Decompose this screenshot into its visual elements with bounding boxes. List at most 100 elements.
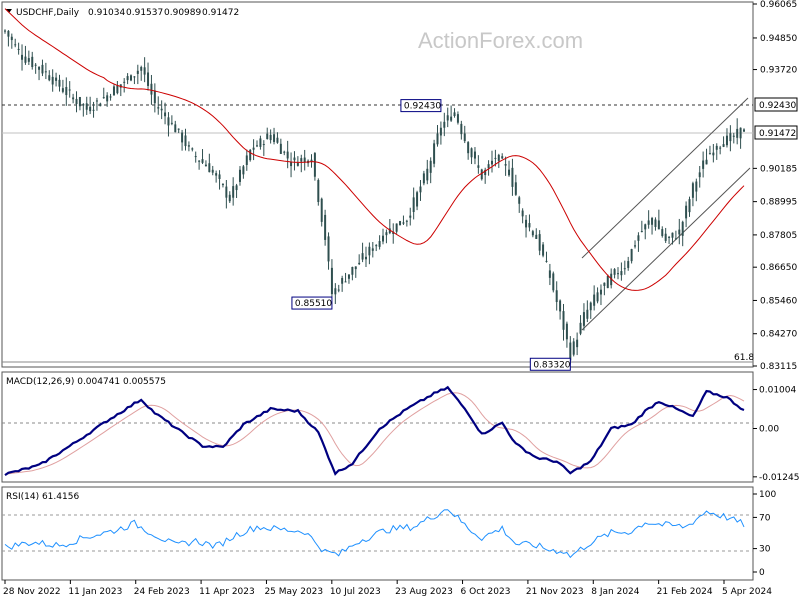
candle bbox=[477, 155, 480, 174]
candle-body bbox=[21, 54, 24, 60]
candle bbox=[358, 254, 361, 266]
candle bbox=[317, 178, 320, 206]
candle-body bbox=[65, 86, 68, 96]
candle-body bbox=[582, 312, 585, 326]
candle-body bbox=[341, 278, 344, 284]
candle bbox=[266, 127, 269, 140]
candle bbox=[106, 92, 109, 107]
candle-body bbox=[334, 288, 337, 295]
candle bbox=[307, 159, 310, 167]
candle bbox=[218, 170, 221, 190]
candle-body bbox=[256, 145, 259, 147]
candle-body bbox=[722, 144, 725, 147]
candle-body bbox=[528, 223, 531, 228]
candle bbox=[259, 135, 262, 150]
candle bbox=[467, 141, 470, 160]
candle bbox=[674, 230, 677, 240]
candle-body bbox=[732, 135, 735, 137]
candle-body bbox=[7, 30, 10, 37]
candle-body bbox=[654, 219, 657, 227]
candle-body bbox=[545, 260, 548, 262]
candle bbox=[712, 144, 715, 163]
candle-body bbox=[385, 232, 388, 236]
price-tick-label: 0.96065 bbox=[760, 0, 797, 10]
candle bbox=[620, 262, 623, 281]
candle bbox=[627, 256, 630, 271]
candle-body bbox=[477, 165, 480, 168]
candle-body bbox=[487, 164, 490, 169]
candle-body bbox=[130, 75, 133, 81]
candle bbox=[473, 147, 476, 165]
candle bbox=[555, 281, 558, 311]
candle-body bbox=[518, 197, 521, 204]
candle bbox=[95, 97, 98, 111]
candle bbox=[542, 242, 545, 258]
candle-body bbox=[38, 66, 41, 70]
candle-body bbox=[596, 292, 599, 302]
candle-body bbox=[463, 133, 466, 142]
candle-body bbox=[460, 123, 463, 135]
candle-body bbox=[712, 152, 715, 156]
resistance-price-tag-text: 0.92430 bbox=[759, 101, 796, 111]
candle-body bbox=[402, 222, 405, 224]
candle bbox=[102, 87, 105, 99]
candle bbox=[640, 220, 643, 233]
candle bbox=[436, 125, 439, 147]
candle-body bbox=[565, 323, 568, 340]
time-axis: 28 Nov 2022 11 Jan 2023 24 Feb 2023 11 Apr … bbox=[3, 580, 772, 597]
candle bbox=[429, 157, 432, 184]
candle bbox=[174, 120, 177, 133]
level-label-text: 0.92430 bbox=[404, 102, 441, 112]
dropdown-triangle-icon[interactable] bbox=[6, 9, 12, 13]
candle-body bbox=[344, 281, 347, 283]
candle-body bbox=[456, 114, 459, 123]
candle-body bbox=[501, 156, 504, 159]
candle-body bbox=[31, 56, 34, 68]
candle bbox=[603, 282, 606, 296]
candle bbox=[17, 42, 20, 55]
candle bbox=[330, 259, 333, 297]
candle bbox=[565, 321, 568, 348]
candle bbox=[630, 248, 633, 264]
candle-body bbox=[736, 128, 739, 138]
candle-body bbox=[504, 164, 507, 166]
level-label: 0.83320 bbox=[529, 357, 571, 371]
macd-tick-label: 0.01004 bbox=[759, 386, 796, 396]
candle bbox=[698, 165, 701, 188]
candle bbox=[399, 220, 402, 226]
candle bbox=[293, 151, 296, 171]
candle bbox=[647, 210, 650, 229]
candle bbox=[668, 235, 671, 244]
candle bbox=[215, 170, 218, 183]
current-price-tag-text: 0.91472 bbox=[759, 129, 796, 139]
time-tick-label: 25 May 2023 bbox=[264, 587, 323, 597]
candle-body bbox=[613, 269, 616, 275]
candle-body bbox=[194, 156, 197, 158]
rsi-line bbox=[4, 509, 745, 559]
rsi-tick-label: 0 bbox=[759, 568, 765, 578]
candle-body bbox=[44, 71, 47, 73]
candle bbox=[368, 242, 371, 265]
candle-body bbox=[116, 85, 119, 94]
price-tick-label: 0.83115 bbox=[760, 362, 797, 372]
candle bbox=[351, 266, 354, 281]
candle bbox=[153, 83, 156, 113]
candle-body bbox=[266, 133, 269, 140]
candle-body bbox=[296, 163, 299, 166]
candle bbox=[177, 128, 180, 134]
candle-body bbox=[453, 112, 456, 117]
candle bbox=[702, 151, 705, 178]
candle bbox=[72, 93, 75, 104]
candle bbox=[525, 215, 528, 238]
candle bbox=[661, 226, 664, 238]
candle bbox=[65, 77, 68, 106]
level-label-text: 0.85510 bbox=[295, 299, 332, 309]
candle-body bbox=[225, 186, 228, 198]
candle bbox=[463, 125, 466, 144]
candle bbox=[262, 140, 265, 156]
candle bbox=[528, 214, 531, 232]
candle bbox=[31, 51, 34, 70]
candle-body bbox=[708, 153, 711, 155]
candle bbox=[10, 33, 13, 49]
candle-body bbox=[620, 271, 623, 276]
